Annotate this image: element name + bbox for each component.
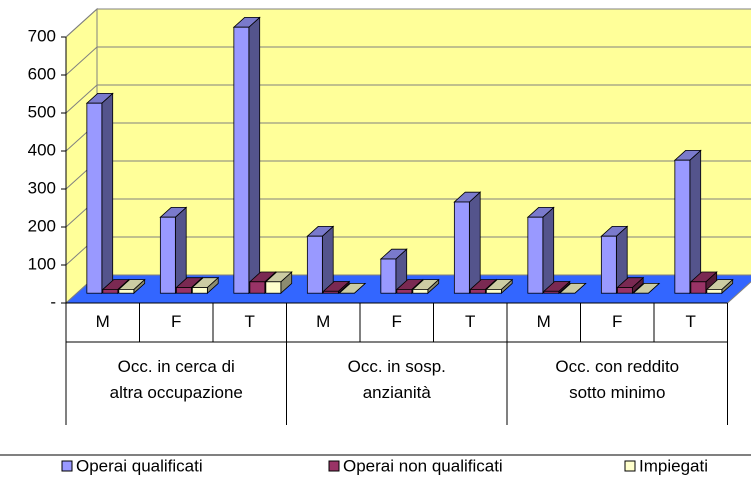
bar-front [86,102,103,294]
bar-front [118,288,135,294]
x-tick-label: T [465,312,475,331]
bar-front [396,288,413,294]
legend-swatch [61,460,73,472]
x-tick-label: F [171,312,181,331]
x-tick-label: T [245,312,255,331]
bar [632,282,661,294]
y-tick-label: - [50,292,56,311]
bar-top [632,282,661,294]
bar-front [265,281,282,294]
bar-front [306,235,323,294]
y-tick-label: 500 [28,102,56,121]
group-label: Occ. in sosp. anzianità [347,357,446,402]
bar [616,276,645,295]
bar-front [706,288,723,294]
bar-top [558,282,587,294]
bar-front [690,281,707,294]
bar-front [453,201,470,294]
legend-swatch [624,460,636,472]
grid-line [65,84,751,114]
bar-front [616,287,633,294]
bar [379,248,408,295]
y-tick-label: 100 [28,254,56,273]
x-tick-label: M [537,312,551,331]
group-label: Occ. in cerca di altra occupazione [109,357,243,402]
bar-side [101,92,114,295]
bar-side [321,225,334,295]
bar [453,191,482,295]
x-tick-label: F [612,312,622,331]
bar [673,149,702,295]
bar-front [469,288,486,294]
bar-front [543,290,560,294]
y-tick-label: 200 [28,216,56,235]
y-tick-label: 700 [28,26,56,45]
legend-swatch [328,460,340,472]
y-tick-label: 300 [28,178,56,197]
bar-front [249,281,266,294]
bar-front [322,290,339,294]
y-tick-label: 400 [28,140,56,159]
bar [232,16,261,295]
bar-front [380,258,397,294]
bar-front [191,287,208,294]
bar-front [674,159,691,294]
bar-front [600,235,617,294]
bar-side [468,191,481,295]
bar [485,278,514,295]
bar [117,278,146,295]
bar [159,206,188,295]
bar-front [527,216,544,294]
bar-front [412,288,429,294]
bar-side [689,149,702,295]
bar-front [159,216,176,294]
bar [542,280,571,295]
bar [191,276,220,295]
bar [705,278,734,295]
grid-line [65,8,751,38]
x-tick-label: F [392,312,402,331]
bar [306,225,335,295]
bar [322,280,351,295]
bar [338,282,367,294]
bar-side [248,16,261,295]
legend-label: Operai qualificati [76,456,203,475]
bar [558,282,587,294]
x-tick-label: M [316,312,330,331]
y-tick-label: 600 [28,64,56,83]
x-tick-label: M [96,312,110,331]
bar [526,206,555,295]
legend-label: Impiegati [639,456,708,475]
bar [411,278,440,295]
bar [264,271,293,295]
bar [85,92,114,295]
bar-front [175,287,192,294]
back-wall [96,8,751,276]
bar-top [338,282,367,294]
grid-line [65,46,751,76]
legend-label: Operai non qualificati [343,456,503,475]
bar-front [485,288,502,294]
group-label: Occ. con reddito sotto minimo [555,357,680,402]
bar-front [102,288,119,294]
bar-front [233,26,250,294]
bar-side [542,206,555,295]
x-tick-label: T [686,312,696,331]
